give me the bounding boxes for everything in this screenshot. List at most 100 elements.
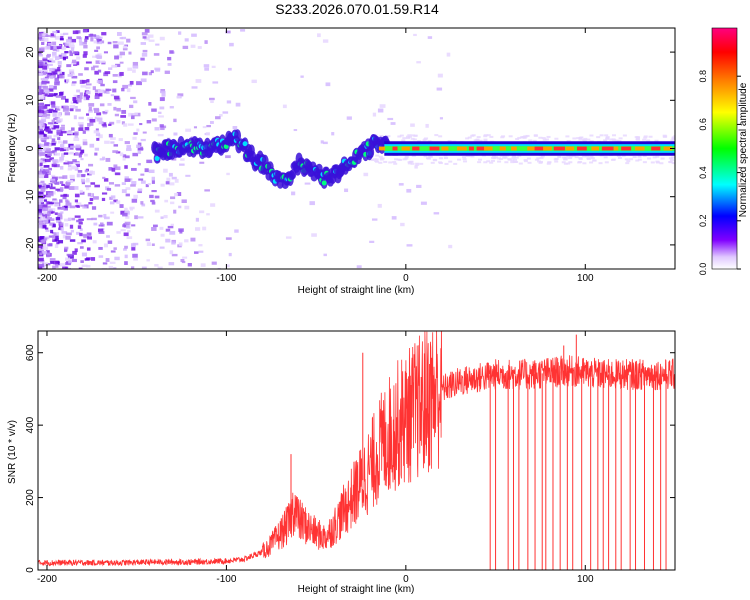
spectrogram-cell	[448, 244, 453, 249]
spectrogram-cell	[39, 47, 45, 52]
spectrogram-cell	[609, 138, 614, 141]
spectrogram-cell	[74, 248, 78, 253]
spectrogram-cell	[670, 156, 675, 159]
spectrogram-cell	[465, 154, 470, 157]
track-peak	[534, 146, 547, 151]
spectrogram-cell	[502, 155, 507, 158]
spectrogram-cell	[477, 161, 482, 164]
spectrogram-cell	[80, 178, 86, 183]
spectrogram-cell	[56, 219, 62, 223]
spectrogram-cell	[211, 65, 216, 68]
spectrogram-cell	[134, 215, 138, 220]
spectrogram-cell	[122, 224, 126, 228]
spectrogram-cell	[81, 252, 88, 257]
spectrogram-cell	[85, 61, 92, 64]
spectrogram-cell	[45, 34, 51, 38]
spectrogram-cell	[69, 50, 73, 53]
spectrogram-cell	[44, 156, 49, 160]
spectrogram-cell	[99, 158, 105, 161]
spectrogram-cell	[111, 64, 118, 68]
spectrogram-cell	[78, 95, 83, 100]
spectrogram-cell	[98, 121, 104, 125]
spectrogram-cell	[184, 239, 189, 243]
spectrogram-cell	[50, 261, 55, 264]
spectrogram-cell	[68, 69, 75, 73]
spectrogram-cell	[109, 201, 115, 205]
spectrogram-cell	[554, 137, 559, 140]
spectrogram-cell	[53, 233, 57, 237]
spectrogram-cell	[38, 266, 43, 269]
spectrogram-cell	[76, 173, 80, 178]
spectrogram-cell	[215, 116, 221, 120]
spectrogram-cell	[59, 55, 63, 59]
spectrogram-cell	[38, 59, 43, 64]
spectrogram-cell	[158, 115, 164, 118]
spectrogram-cell	[79, 124, 84, 128]
spectrogram-cell	[79, 232, 83, 237]
spectrogram-cell	[483, 161, 488, 164]
spectrogram-cell	[51, 67, 58, 71]
spectrogram-cell	[106, 235, 110, 238]
spectrogram-cell	[42, 170, 47, 175]
spectrogram-cell	[579, 136, 584, 139]
spectrogram-cell	[86, 96, 90, 100]
spectrogram-cell	[76, 202, 82, 205]
spectrogram-cell	[185, 128, 192, 132]
spectrogram-cell	[69, 174, 75, 179]
track-peak	[621, 146, 632, 151]
spectrogram-cell	[42, 65, 47, 70]
spectrogram-cell	[486, 160, 491, 163]
spectrogram-cell	[642, 154, 647, 157]
spectrogram-cell	[38, 64, 44, 69]
spectrogram-cell	[39, 143, 45, 147]
colorbar-label: Normalized spectral amplitude	[738, 82, 749, 217]
spectrogram-cell	[489, 135, 494, 138]
spectrogram-cell	[140, 138, 146, 142]
colorbar: 0.0 0.2 0.4 0.6 0.8 Normalized spectral ampl…	[698, 27, 749, 275]
spectrogram-cell	[578, 160, 583, 163]
spectrogram-cell	[89, 170, 95, 175]
spectrogram-cell	[79, 189, 83, 193]
spectrogram-cell	[97, 69, 102, 73]
spectrogram-cell	[616, 154, 621, 157]
spectrogram-cell	[518, 162, 523, 165]
spectrogram-cell	[206, 213, 210, 216]
spectrogram-cell	[42, 113, 47, 118]
spectrogram-cell	[132, 253, 138, 258]
spectrogram-cell	[46, 53, 51, 57]
spectrogram-cell	[43, 199, 47, 202]
track-peak	[476, 146, 488, 151]
spectrogram-cell	[517, 136, 522, 139]
spectrogram-cell	[483, 135, 488, 138]
spectrogram-cell	[471, 134, 476, 137]
track-peak	[543, 146, 552, 151]
spectrogram-cell	[655, 155, 660, 158]
spectrogram-cell	[84, 67, 89, 71]
spectrogram-cell	[44, 227, 49, 230]
spectrogram-cell	[40, 202, 44, 205]
spectrogram-cell	[58, 140, 62, 144]
spectrogram-cell	[38, 61, 44, 66]
spectrogram-cell	[98, 231, 105, 234]
spectrogram-cell	[100, 83, 105, 87]
spectrogram-cell	[46, 252, 51, 256]
spectrogram-cell	[71, 161, 75, 164]
spectrogram-cell	[80, 260, 84, 263]
spectrogram-cell	[123, 232, 129, 237]
spectrogram-cell	[131, 181, 137, 185]
spectrogram-cell	[140, 173, 145, 176]
x-tick-label: -200	[37, 273, 57, 284]
spectrogram-cell	[50, 203, 54, 206]
spectrogram-cell	[83, 92, 88, 96]
spectrogram-cell	[72, 81, 77, 84]
spectrogram-cell	[57, 136, 61, 140]
spectrogram-cell	[60, 130, 67, 134]
spectrogram-cell	[38, 214, 43, 217]
spectrogram-cell	[41, 107, 46, 112]
spectrogram-cell	[457, 158, 462, 161]
spectrogram-cell	[379, 104, 386, 108]
spectrogram-cell	[95, 128, 99, 132]
spectrogram-cell	[622, 134, 627, 137]
spectrogram-cell	[603, 156, 608, 159]
spectrogram-cell	[38, 216, 42, 220]
